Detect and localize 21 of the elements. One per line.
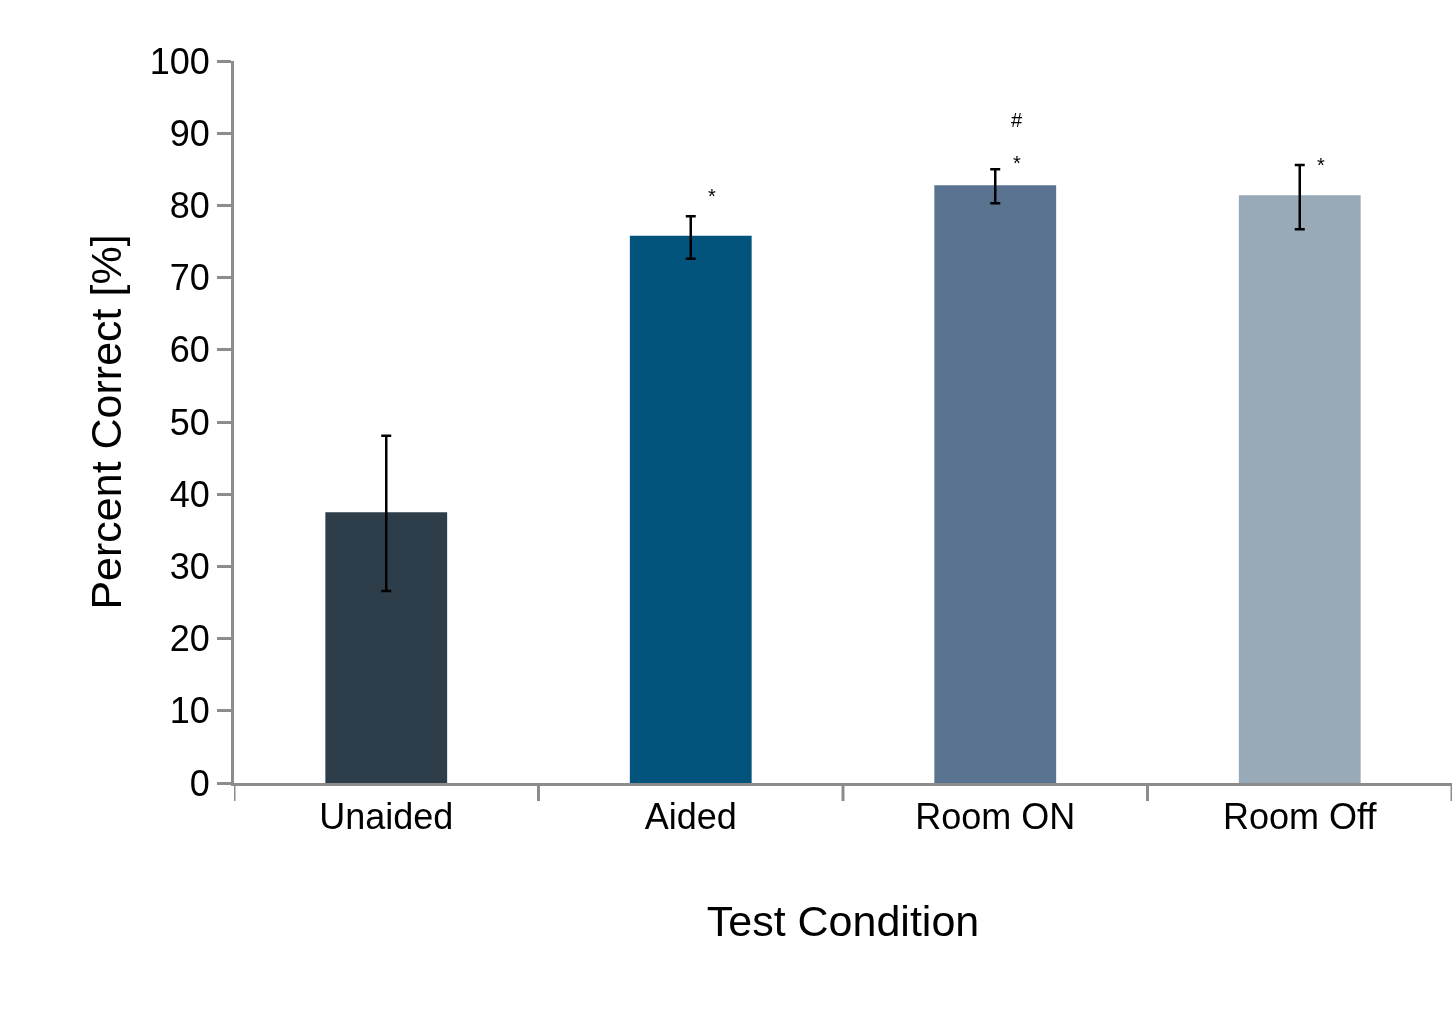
annotation: * [708,185,716,207]
y-tick-label: 70 [169,257,210,299]
y-tick-label: 90 [169,112,210,154]
y-tick-label: 60 [169,329,210,371]
y-tick-label: 0 [189,762,210,804]
annotation: * [1317,154,1325,176]
x-axis-title: Test Condition [706,896,980,945]
annotation: # [1011,109,1023,131]
annotation: * [1013,152,1021,174]
y-axis-title: Percent Correct [%] [82,234,131,610]
y-tick-label: 10 [169,690,210,732]
y-tick-label: 100 [149,40,210,82]
y-tick-label: 30 [169,546,210,587]
y-tick-label: 80 [169,185,210,226]
x-tick-label: Aided [644,796,737,838]
y-tick-label: 20 [169,618,210,660]
y-tick-label: 50 [169,401,210,443]
x-tick-label: Room Off [1223,796,1378,838]
x-tick-label: Unaided [319,796,454,838]
y-tick-label: 40 [169,473,210,515]
x-tick-label: Room ON [915,796,1076,838]
